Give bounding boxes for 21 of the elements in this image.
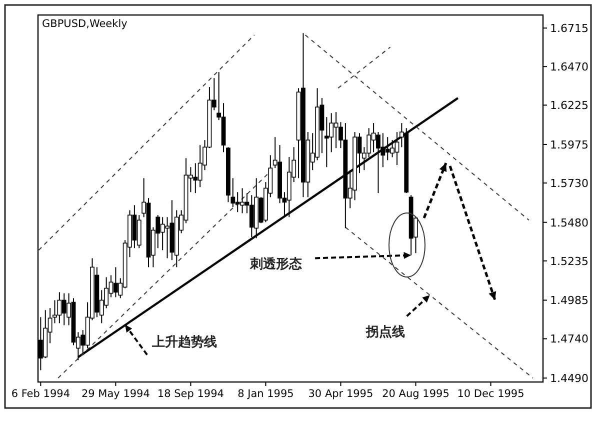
x-tick-label: 10 Dec 1995 — [457, 388, 524, 400]
y-tick-label: 1.6225 — [550, 99, 588, 112]
y-tick-label: 1.4490 — [550, 372, 588, 386]
annotation: 上升趋势线 — [151, 334, 217, 350]
x-tick-label: 8 Jan 1995 — [238, 388, 294, 400]
x-tick-label: 30 Apr 1995 — [308, 388, 374, 400]
x-tick-label: 18 Sep 1994 — [157, 388, 224, 400]
y-tick-label: 1.5975 — [550, 138, 588, 152]
y-tick-label: 1.6715 — [550, 22, 588, 36]
y-tick-label: 1.4985 — [550, 294, 588, 308]
x-tick-label: 20 Aug 1995 — [382, 388, 450, 400]
annotation: 刺透形态 — [249, 256, 303, 272]
y-tick-label: 1.5730 — [550, 177, 588, 190]
annotation: 拐点线 — [365, 324, 405, 340]
chart-title: GBPUSD,Weekly — [42, 18, 128, 30]
y-tick-label: 1.5480 — [550, 216, 588, 230]
y-tick-label: 1.4740 — [550, 332, 588, 346]
x-tick-label: 29 May 1994 — [81, 388, 150, 400]
x-tick-label: 6 Feb 1994 — [11, 388, 70, 400]
y-tick-label: 1.5235 — [550, 254, 588, 268]
y-tick-label: 1.6470 — [550, 60, 588, 74]
